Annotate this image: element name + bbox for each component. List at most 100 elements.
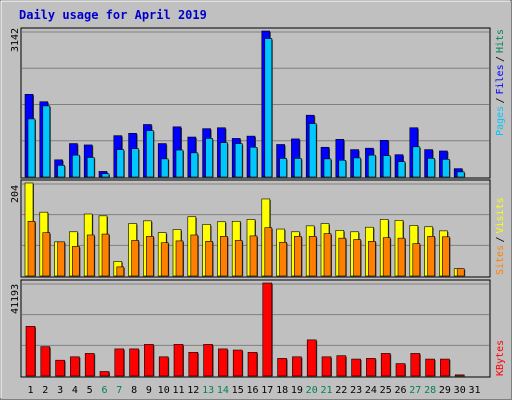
bar-kbytes-day-20 [306, 339, 317, 377]
bar-kbytes-day-13 [203, 344, 213, 377]
x-tick-label-day-3: 3 [57, 385, 63, 396]
bar-kbytes-day-5 [84, 353, 95, 377]
bar-pages-day-6 [101, 173, 110, 178]
legend-visits-sites: Sites / Visits [495, 197, 506, 275]
bar-sites-day-18 [279, 241, 287, 277]
bar-pages-day-29 [442, 159, 450, 178]
gridlines [22, 283, 489, 346]
bar-sites-day-17 [264, 227, 273, 277]
bar-kbytes-day-2 [40, 346, 51, 377]
bar-kbytes-day-3 [55, 359, 65, 377]
bar-sites-day-8 [131, 240, 139, 277]
bar-pages-day-5 [86, 157, 95, 178]
bar-sites-day-12 [190, 234, 199, 277]
bars-hits-files-pages [24, 30, 466, 178]
bar-kbytes-day-8 [129, 348, 139, 377]
bar-sites-day-5 [86, 234, 95, 277]
bar-kbytes-day-25 [380, 353, 391, 377]
x-tick-label-day-21: 21 [320, 385, 332, 396]
bar-kbytes-day-9 [144, 344, 154, 377]
legend-visits: Visits [495, 197, 506, 233]
x-tick-label-day-18: 18 [276, 385, 288, 396]
bar-sites-day-16 [249, 235, 258, 277]
bar-kbytes-day-12 [188, 351, 199, 377]
panel-kbytes: 41193 [10, 279, 491, 378]
bar-sites-day-25 [382, 237, 391, 277]
bar-sites-day-26 [397, 237, 406, 277]
bar-pages-day-21 [323, 158, 332, 178]
ymax-label-visits: 204 [10, 185, 21, 203]
bar-kbytes-day-11 [173, 344, 184, 377]
legend-pages: Pages [495, 106, 506, 136]
bar-pages-day-20 [308, 123, 317, 178]
legend-files: Files [495, 64, 506, 94]
x-tick-label-day-7: 7 [116, 385, 122, 396]
x-tick-label-day-12: 12 [187, 385, 199, 396]
panel-hits-files-pages: 3142 [10, 27, 491, 179]
x-tick-label-day-26: 26 [394, 385, 406, 396]
x-tick-label-day-23: 23 [350, 385, 362, 396]
x-tick-label-day-20: 20 [306, 385, 318, 396]
x-tick-label-day-8: 8 [131, 385, 137, 396]
bar-kbytes-day-26 [395, 363, 406, 377]
legend-kbytes: KBytes [495, 340, 506, 376]
bar-kbytes-day-15 [232, 349, 243, 377]
legend-hits: Hits [495, 29, 506, 53]
bar-kbytes-day-17 [262, 282, 273, 377]
bar-kbytes-day-1 [25, 326, 36, 377]
bar-pages-day-1 [27, 118, 36, 178]
bar-pages-day-8 [131, 148, 139, 178]
x-tick-label-day-4: 4 [72, 385, 78, 396]
bar-sites-day-11 [175, 240, 184, 277]
bar-pages-day-13 [205, 138, 213, 178]
bar-kbytes-day-10 [158, 356, 169, 377]
bar-sites-day-14 [220, 236, 228, 277]
x-tick-label-day-27: 27 [409, 385, 421, 396]
bar-sites-day-7 [116, 266, 125, 277]
bar-pages-day-18 [279, 158, 287, 178]
x-tick-label-day-9: 9 [146, 385, 152, 396]
x-tick-label-day-10: 10 [158, 385, 170, 396]
bar-pages-day-9 [146, 130, 154, 178]
bar-pages-day-16 [249, 146, 258, 178]
bar-kbytes-day-30-shadow [456, 375, 466, 377]
x-tick-label-day-13: 13 [202, 385, 214, 396]
bar-kbytes-day-21 [321, 356, 332, 377]
legend-kbytes: KBytes [495, 340, 506, 376]
x-tick-label-day-22: 22 [335, 385, 347, 396]
bar-pages-day-17 [264, 38, 273, 178]
panel-visits-sites: 204 [10, 179, 491, 278]
bar-pages-day-3 [57, 165, 65, 178]
x-tick-label-day-19: 19 [291, 385, 303, 396]
bar-pages-day-28 [427, 158, 435, 178]
x-tick-label-day-31: 31 [468, 385, 480, 396]
bar-kbytes-day-6 [99, 371, 110, 377]
bar-sites-day-9 [146, 236, 154, 277]
bar-kbytes-day-27 [410, 353, 421, 377]
ymax-label-hits: 3142 [10, 28, 21, 52]
bar-sites-day-13 [205, 241, 213, 277]
bar-sites-day-1 [27, 220, 36, 277]
bar-pages-day-14 [220, 142, 228, 178]
bar-sites-day-30 [456, 268, 465, 277]
bar-kbytes-day-19 [292, 356, 302, 377]
bars-visits-sites [24, 182, 466, 277]
bar-pages-day-15 [234, 143, 243, 178]
bar-sites-day-4 [72, 246, 80, 277]
bars-kbytes [25, 282, 466, 377]
x-tick-label-day-16: 16 [246, 385, 258, 396]
bar-kbytes-day-30 [454, 374, 465, 377]
bar-kbytes-day-24 [366, 358, 376, 377]
bar-pages-day-25 [382, 155, 391, 178]
bar-sites-day-10 [160, 242, 169, 277]
bar-sites-day-23 [353, 239, 361, 277]
bar-pages-day-4 [72, 154, 80, 178]
bar-pages-day-19 [294, 158, 302, 178]
x-axis-day-labels: 1 2 3 4 5 6 7 8 9 10 11 12 13 14 15 16 17 18 19 20 21 22 23 24 2… [27, 385, 480, 396]
bar-sites-day-27 [412, 243, 421, 277]
x-tick-label-day-17: 17 [261, 385, 273, 396]
bar-kbytes-day-23 [351, 358, 361, 377]
x-tick-label-day-24: 24 [365, 385, 377, 396]
bar-pages-day-2 [42, 105, 51, 178]
